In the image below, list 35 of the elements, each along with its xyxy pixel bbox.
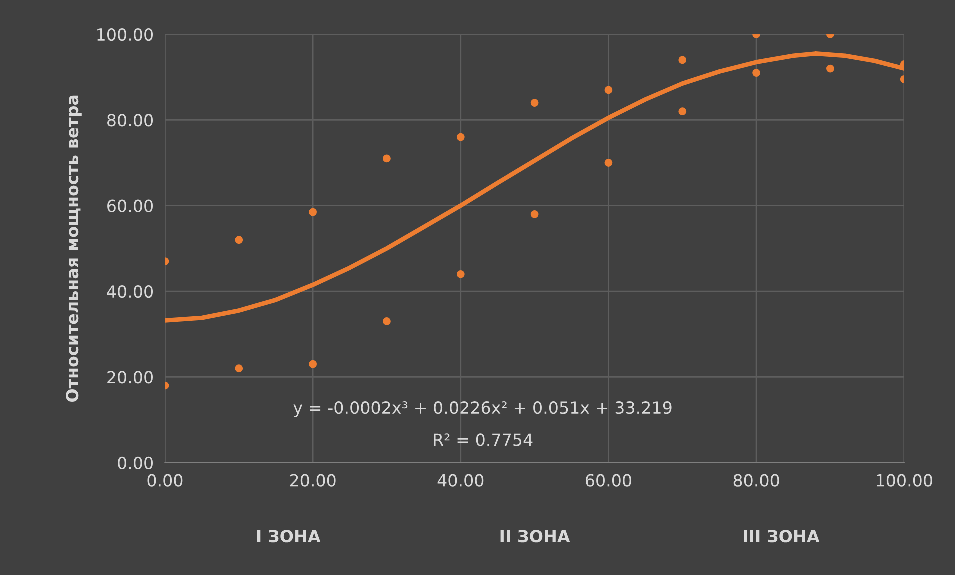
point bbox=[678, 56, 687, 64]
point bbox=[604, 159, 613, 167]
text: III ЗОНА bbox=[744, 530, 820, 543]
annotation: y = -0.0002x³ + 0.0226x² + 0.051x + 33.219 bbox=[294, 402, 672, 418]
x-tick-label: 100.00 bbox=[877, 474, 932, 487]
annotation: R² = 0.7754 bbox=[434, 434, 533, 446]
point bbox=[383, 154, 391, 163]
point bbox=[752, 69, 761, 78]
y-tick-label: 20.00 bbox=[108, 371, 153, 384]
point bbox=[530, 99, 539, 107]
point bbox=[383, 318, 391, 326]
point bbox=[309, 360, 317, 368]
point bbox=[678, 108, 687, 116]
text: II ЗОНА bbox=[500, 530, 570, 543]
text: I ЗОНА bbox=[258, 530, 321, 543]
x-tick-label: 0.00 bbox=[148, 474, 183, 487]
point bbox=[456, 270, 465, 278]
x-tick-label: 40.00 bbox=[438, 474, 484, 487]
point bbox=[604, 86, 613, 94]
y-axis-title: Относительная мощность ветра bbox=[66, 96, 82, 402]
x-tick-label: 80.00 bbox=[734, 474, 780, 487]
y-tick-label: 80.00 bbox=[108, 114, 153, 127]
y-tick-label: 100.00 bbox=[98, 28, 153, 42]
line-series bbox=[165, 52, 904, 323]
point bbox=[309, 208, 317, 216]
point bbox=[826, 64, 834, 73]
point bbox=[235, 364, 244, 373]
x-tick-label: 20.00 bbox=[290, 474, 336, 487]
y-tick-label: 60.00 bbox=[108, 200, 153, 212]
y-tick-label: 40.00 bbox=[107, 285, 153, 298]
x-tick-label: 60.00 bbox=[586, 474, 632, 487]
y-tick-label: 0.00 bbox=[118, 456, 153, 470]
point bbox=[235, 236, 244, 244]
point bbox=[530, 210, 539, 218]
point bbox=[456, 133, 465, 142]
